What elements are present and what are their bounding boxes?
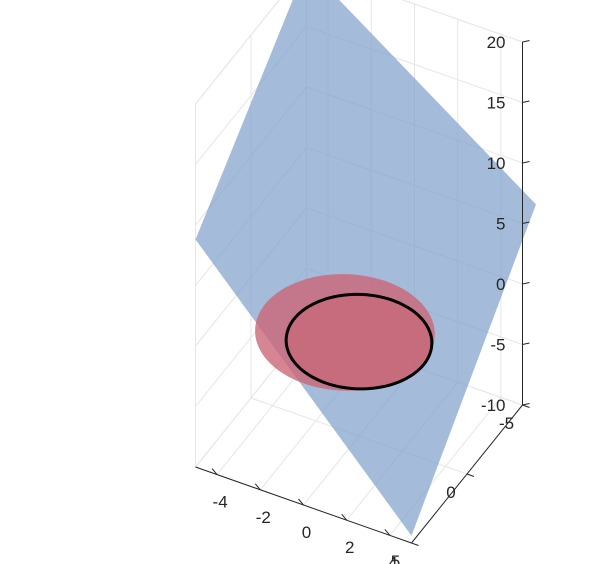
x-tick-mark [411, 542, 419, 546]
y-tick-mark [298, 498, 304, 506]
x-tick-mark [522, 404, 530, 408]
z-tick-label: -5 [490, 336, 505, 355]
z-tick-label: 15 [487, 94, 506, 113]
y-tick-mark [341, 513, 348, 521]
z-tick-mark [522, 100, 530, 103]
z-tick-mark [522, 161, 530, 164]
z-tick-mark [522, 403, 530, 406]
y-tick-label: 0 [302, 523, 311, 542]
z-tick-label: 10 [487, 154, 506, 173]
z-tick-label: 0 [496, 275, 505, 294]
z-tick-mark [522, 342, 530, 345]
z-tick-label: -10 [481, 396, 506, 415]
y-tick-label: 4 [388, 553, 397, 564]
y-tick-mark [384, 529, 391, 536]
x-tick-label: 0 [446, 483, 455, 502]
z-tick-label: 20 [487, 33, 506, 52]
z-tick-mark [522, 221, 530, 224]
z-tick-mark [522, 40, 530, 43]
x-tick-label: 5 [391, 552, 400, 564]
y-tick-label: -4 [213, 493, 228, 512]
y-tick-mark [211, 468, 218, 475]
y-tick-label: -2 [256, 508, 271, 527]
surfaces [195, 0, 536, 536]
disk-surface [286, 294, 432, 389]
z-tick-mark [522, 282, 530, 285]
plane-surface [195, 0, 536, 536]
circle-curve [284, 292, 434, 391]
z-tick-label: 5 [496, 215, 505, 234]
x-tick-mark [466, 473, 475, 477]
box-edge [195, 0, 280, 105]
y-tick-label: 2 [345, 538, 354, 557]
y-tick-mark [254, 483, 261, 491]
box-edge [401, 0, 523, 43]
axes [195, 40, 530, 546]
x-tick-label: -5 [499, 414, 514, 433]
